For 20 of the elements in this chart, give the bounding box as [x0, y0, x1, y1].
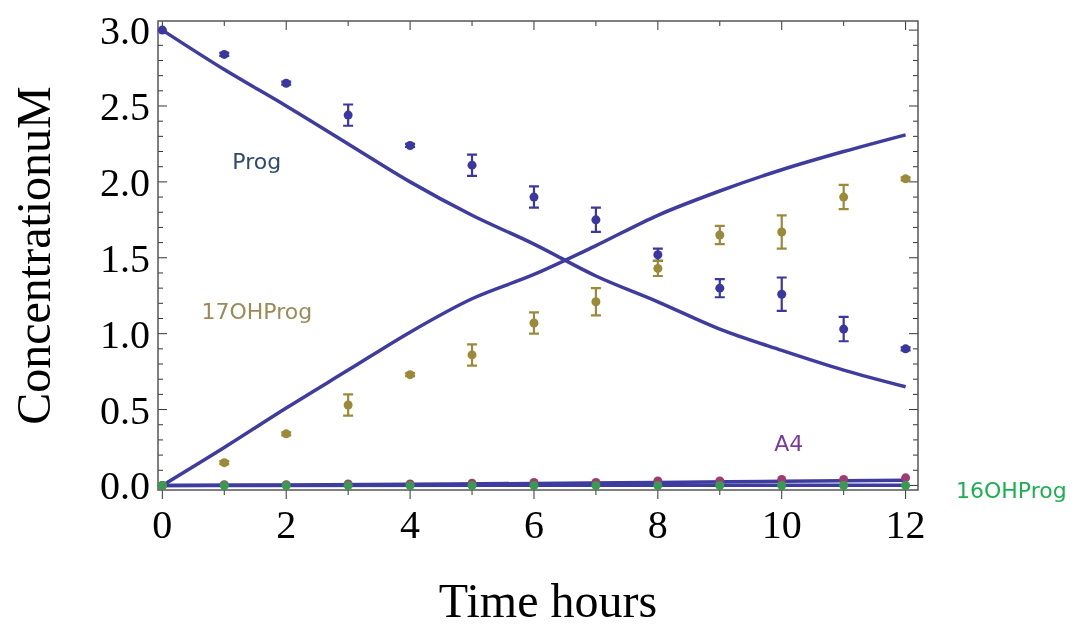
- y-tick-label: 3.0: [100, 8, 150, 54]
- y-tick-label: 1.0: [100, 311, 150, 357]
- y-tick-label: 2.0: [100, 159, 150, 205]
- x-tick-label: 10: [761, 502, 802, 547]
- x-axis-title: Time hours: [438, 574, 658, 625]
- x-tick-label: 2: [276, 502, 297, 547]
- y-tick-label: 1.5: [100, 235, 150, 281]
- y-tick-label: 0.0: [100, 463, 150, 509]
- y-tick-label: 0.5: [100, 387, 150, 433]
- text: Prog: [232, 149, 282, 175]
- x-tick-label: 4: [400, 502, 421, 547]
- x-tick-label: 12: [885, 502, 926, 547]
- y-axis-title: ConcentrationuM: [7, 86, 60, 425]
- y-tick-label: 2.5: [100, 84, 150, 129]
- x-tick-label: 6: [523, 502, 544, 547]
- x-tick-label: 0: [152, 502, 173, 547]
- text: 17OHProg: [201, 299, 313, 325]
- text: 16OHProg: [956, 477, 1067, 503]
- series-label: A4: [774, 430, 804, 456]
- x-tick-label: 8: [647, 502, 668, 547]
